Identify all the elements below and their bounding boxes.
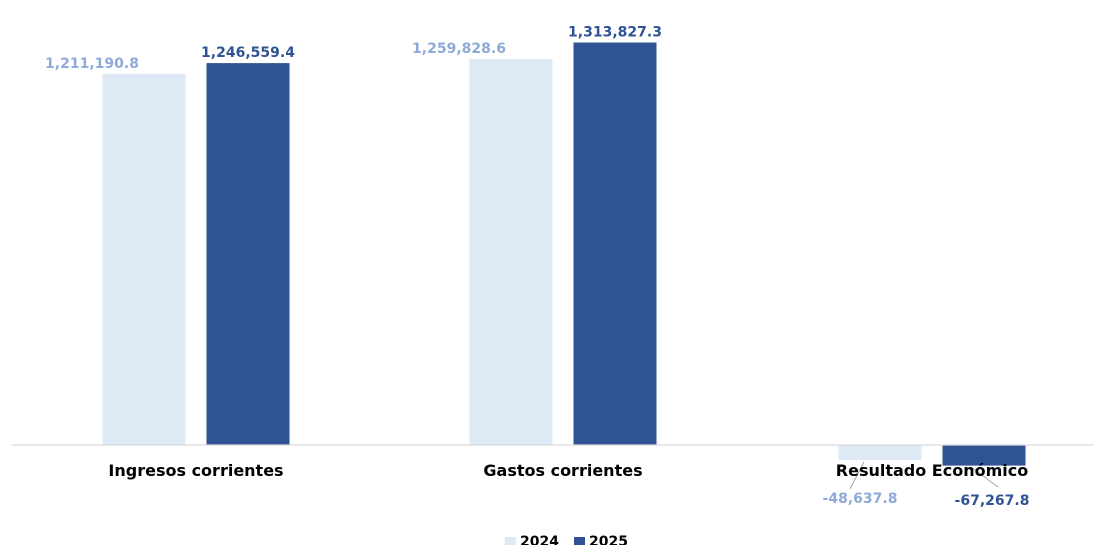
data-label-2024-2: -48,637.8 — [823, 491, 898, 507]
legend-label-2024: 2024 — [520, 534, 559, 545]
leader-line-2024 — [849, 461, 865, 490]
legend-label-2025: 2025 — [589, 534, 628, 545]
category-label-2: Resultado Económico — [836, 461, 1028, 480]
leader-lines-layer — [849, 461, 999, 490]
category-labels-layer: Ingresos corrientes Gastos corrientes Resu… — [108, 461, 1028, 480]
data-label-2024-1: 1,259,828.6 — [412, 41, 506, 57]
bar-2025-2 — [942, 445, 1026, 466]
value-labels-layer: 1,211,190.8 1,259,828.6 -48,637.8 1,246,559… — [45, 25, 1029, 510]
bar-2024-1 — [469, 59, 553, 445]
bar-2025-1 — [573, 42, 657, 445]
bar-2024-2 — [838, 445, 922, 460]
bars-layer — [102, 42, 1026, 466]
data-label-2024-0: 1,211,190.8 — [45, 56, 139, 72]
legend-swatch-2024 — [505, 537, 516, 545]
leader-line-2025 — [971, 467, 999, 488]
category-label-1: Gastos corrientes — [483, 461, 642, 480]
data-label-2025-1: 1,313,827.3 — [568, 25, 662, 41]
category-label-0: Ingresos corrientes — [108, 461, 283, 480]
bar-2024-0 — [102, 73, 186, 446]
legend: 2024 2025 — [505, 534, 628, 545]
legend-swatch-2025 — [574, 537, 585, 545]
data-label-2025-0: 1,246,559.4 — [201, 45, 295, 61]
data-label-2025-2: -67,267.8 — [955, 493, 1030, 509]
bar-2025-0 — [206, 63, 290, 446]
